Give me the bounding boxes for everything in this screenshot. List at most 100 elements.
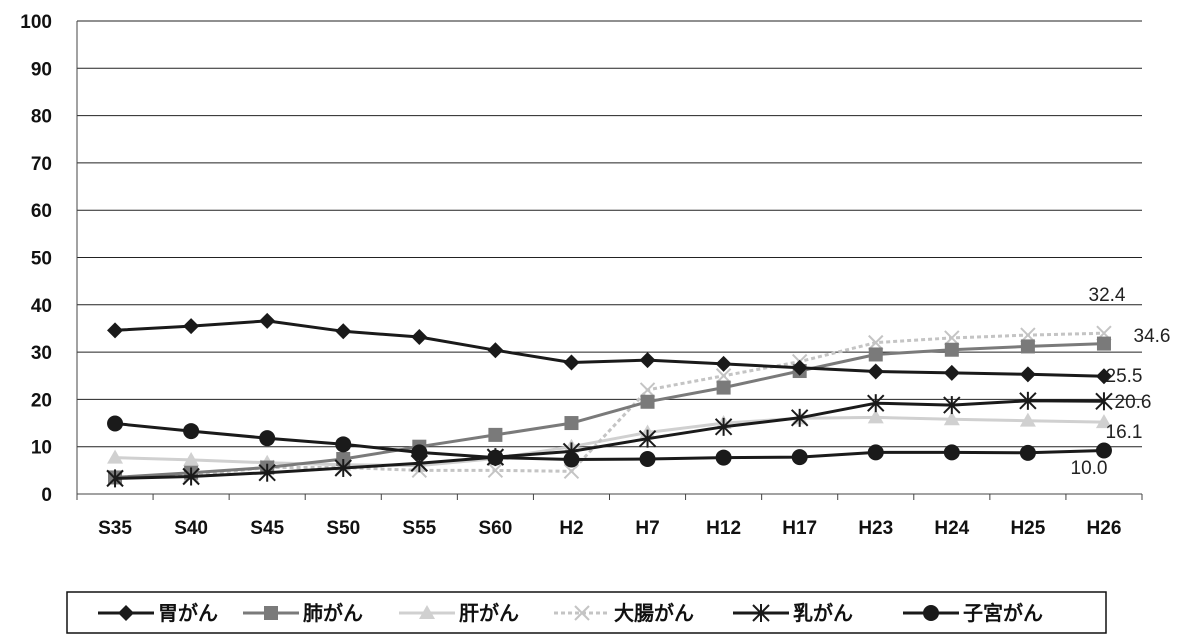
data-point — [183, 423, 200, 440]
series-line — [114, 422, 1105, 461]
end-value-label: 25.5 — [1106, 366, 1143, 387]
data-point — [752, 604, 770, 622]
legend-label: 肝がん — [459, 601, 519, 625]
x-tick-label: S35 — [98, 518, 132, 539]
legend-item: 大腸がん — [554, 601, 694, 625]
series-line — [114, 399, 1105, 480]
series-layer — [106, 312, 1113, 488]
y-tick-label: 100 — [20, 12, 52, 33]
data-point — [419, 605, 435, 619]
data-point — [107, 322, 124, 339]
series-diamond — [107, 312, 1112, 385]
data-point — [564, 416, 579, 431]
series-circle — [107, 415, 1112, 468]
data-point — [943, 364, 960, 381]
end-value-label: 16.1 — [1106, 422, 1143, 443]
legend-item: 胃がん — [98, 601, 218, 625]
data-point — [1095, 442, 1112, 459]
x-tick-label: S40 — [174, 518, 208, 539]
data-point — [1019, 412, 1036, 427]
data-point — [258, 463, 276, 482]
data-point — [791, 449, 808, 466]
data-point — [488, 427, 503, 442]
y-tick-label: 20 — [31, 390, 52, 411]
data-point — [107, 415, 124, 432]
legend-item: 肝がん — [399, 601, 519, 625]
legend-label: 乳がん — [793, 601, 853, 625]
data-point — [1095, 392, 1113, 411]
y-tick-label: 70 — [31, 154, 52, 175]
data-point — [867, 363, 884, 380]
x-tick-label: S50 — [326, 518, 360, 539]
end-value-label: 20.6 — [1115, 392, 1152, 413]
legend-label: 肺がん — [303, 601, 363, 625]
data-point — [183, 318, 200, 335]
legend-item: 乳がん — [733, 601, 853, 625]
data-point — [411, 444, 428, 461]
data-point — [183, 451, 200, 466]
data-point — [943, 396, 961, 415]
x-tick-label: H12 — [706, 518, 741, 539]
y-tick-label: 80 — [31, 107, 52, 128]
end-value-label: 32.4 — [1089, 285, 1126, 306]
data-point — [790, 408, 809, 427]
data-point — [867, 394, 885, 413]
x-tick-label: H26 — [1087, 518, 1122, 539]
data-point — [867, 409, 884, 424]
y-tick-label: 30 — [31, 343, 52, 364]
series-line — [114, 319, 1105, 378]
data-point — [259, 430, 276, 447]
gridlines — [76, 20, 1143, 500]
data-point — [1096, 336, 1111, 351]
x-axis-ticks: S35 S40 S45 S50 S55 S60 H2 H7 H12 H17 H23 H24 H25 H26 — [98, 518, 1121, 539]
x-tick-label: S45 — [250, 518, 284, 539]
series-star — [106, 391, 1113, 488]
data-point — [107, 449, 124, 464]
data-point — [487, 342, 504, 359]
data-point — [1020, 339, 1035, 354]
data-point — [334, 458, 352, 477]
data-point — [944, 342, 959, 357]
data-point — [563, 354, 580, 371]
data-point — [335, 436, 352, 453]
x-tick-label: H2 — [559, 518, 583, 539]
data-point — [791, 359, 808, 376]
data-point — [715, 368, 732, 384]
data-point — [868, 334, 884, 351]
data-point — [563, 451, 580, 468]
x-tick-label: S55 — [402, 518, 436, 539]
data-point — [923, 605, 939, 621]
data-point — [944, 330, 960, 346]
data-point — [118, 605, 134, 621]
data-point — [639, 352, 656, 369]
x-tick-label: H25 — [1010, 518, 1045, 539]
data-point — [1019, 444, 1036, 461]
data-point — [943, 444, 960, 461]
x-tick-label: H23 — [858, 518, 893, 539]
data-point — [411, 328, 428, 345]
data-point — [639, 382, 656, 398]
x-tick-label: H24 — [934, 518, 969, 539]
data-point — [714, 417, 733, 436]
end-value-label: 10.0 — [1071, 458, 1108, 479]
x-tick-label: H17 — [782, 518, 817, 539]
series-line — [114, 342, 1105, 479]
legend-label: 胃がん — [158, 601, 218, 625]
data-point — [1019, 391, 1037, 410]
y-tick-label: 50 — [31, 249, 52, 270]
data-point — [1095, 414, 1112, 429]
x-tick-label: H7 — [635, 518, 659, 539]
end-labels: 32.4 34.6 25.5 20.6 16.1 10.0 — [1071, 285, 1171, 479]
legend-item: 肺がん — [243, 601, 363, 625]
series-line — [114, 415, 1105, 468]
data-point — [639, 450, 656, 467]
data-point — [259, 312, 276, 329]
y-tick-label: 90 — [31, 59, 52, 80]
data-point — [106, 469, 124, 488]
series-triangle — [107, 409, 1112, 472]
data-point — [487, 462, 504, 479]
end-value-label: 34.6 — [1134, 326, 1171, 347]
data-point — [1095, 368, 1112, 385]
data-point — [335, 323, 352, 340]
data-point — [563, 463, 580, 480]
